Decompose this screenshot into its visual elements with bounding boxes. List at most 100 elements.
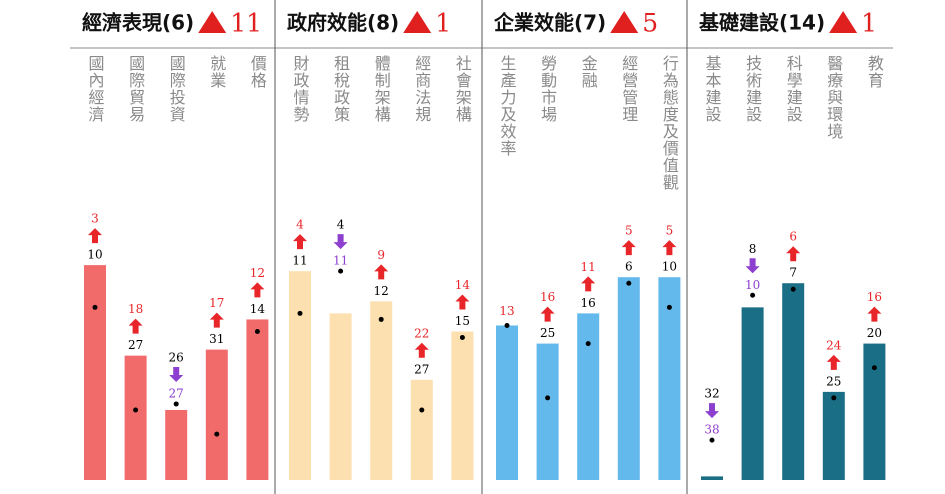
up-arrow (250, 282, 265, 298)
rank-label: 12 (250, 266, 265, 280)
up-arrow (455, 294, 470, 310)
panel-title: 政府效能(8) (287, 11, 399, 35)
category-label: 行為態度及價值觀 (660, 55, 679, 191)
change-triangle (829, 11, 858, 33)
panel-title: 經濟表現(6) (82, 11, 194, 35)
bar (701, 476, 723, 480)
bar (84, 265, 106, 480)
rank-label: 6 (789, 230, 797, 244)
previous-dot (419, 407, 425, 413)
category-label: 基本建設 (703, 55, 722, 123)
rank-label: 18 (128, 302, 143, 316)
previous-dot (504, 322, 510, 328)
category-label: 科學建設 (784, 55, 803, 123)
panel-change: 1 (861, 9, 877, 38)
bar (782, 283, 805, 480)
previous-label: 10 (662, 260, 677, 274)
rank-label: 22 (414, 326, 429, 340)
category-label: 價格 (248, 55, 267, 89)
previous-label: 26 (169, 350, 184, 364)
previous-label: 6 (625, 260, 633, 274)
rank-label: 17 (209, 296, 224, 310)
previous-label: 15 (455, 314, 470, 328)
rank-label: 10 (745, 278, 760, 292)
previous-dot (871, 365, 877, 371)
rank-label: 5 (666, 224, 674, 238)
panel-change: 1 (435, 9, 451, 38)
previous-label: 31 (209, 332, 224, 346)
rank-label: 4 (296, 218, 304, 232)
category-label: 經營管理 (619, 55, 638, 123)
previous-dot (133, 407, 139, 413)
rank-label: 14 (455, 278, 471, 292)
category-label: 金融 (579, 55, 598, 89)
rank-label: 16 (867, 290, 882, 304)
previous-dot (790, 286, 796, 292)
up-arrow (867, 306, 882, 322)
up-arrow (540, 306, 555, 322)
bar (741, 307, 764, 480)
rank-label: 5 (625, 224, 633, 238)
rank-label: 13 (499, 304, 514, 318)
bar (205, 349, 228, 480)
category-label: 財政情勢 (291, 55, 310, 123)
category-label: 國際投資 (167, 55, 186, 123)
previous-label: 25 (826, 374, 841, 388)
category-label: 國際貿易 (126, 55, 145, 123)
category-label: 技術建設 (743, 55, 762, 123)
bar (289, 271, 311, 480)
previous-dot (585, 341, 591, 347)
rank-label: 24 (826, 338, 842, 352)
previous-dot (173, 401, 179, 407)
rank-label: 16 (540, 290, 555, 304)
previous-dot (626, 280, 632, 286)
previous-dot (709, 437, 715, 443)
category-label: 租稅政策 (331, 55, 350, 123)
previous-label: 25 (540, 326, 555, 340)
rank-label: 11 (581, 260, 596, 274)
previous-dot (831, 395, 837, 401)
bar (410, 379, 433, 480)
up-arrow (786, 246, 801, 262)
previous-dot (666, 304, 672, 310)
bar (617, 277, 640, 480)
previous-label: 12 (374, 284, 389, 298)
up-arrow (293, 234, 307, 250)
change-triangle (198, 11, 227, 33)
bar (165, 409, 188, 480)
panel-change: 11 (230, 9, 262, 38)
category-label: 勞動市場 (538, 55, 557, 123)
previous-dot (254, 329, 260, 335)
previous-label: 20 (867, 326, 882, 340)
category-label: 醫療與環境 (824, 55, 843, 140)
up-arrow (374, 264, 389, 280)
bar (822, 391, 845, 480)
category-label: 社會架構 (453, 55, 472, 123)
down-arrow (169, 366, 184, 382)
down-arrow (705, 403, 719, 419)
category-label: 生產力及效率 (498, 55, 517, 157)
up-arrow (581, 276, 596, 292)
up-arrow (414, 342, 429, 358)
previous-dot (459, 335, 465, 341)
category-label: 國內經濟 (86, 55, 105, 123)
down-arrow (333, 234, 348, 250)
previous-dot (297, 310, 303, 316)
rank-label: 9 (377, 248, 385, 262)
bar (370, 301, 393, 480)
down-arrow (745, 258, 760, 274)
category-label: 經商法規 (412, 55, 431, 123)
bar (536, 343, 559, 480)
rank-label: 11 (333, 254, 348, 268)
bar (658, 277, 681, 480)
change-triangle (403, 11, 432, 33)
previous-label: 16 (581, 296, 596, 310)
bar (496, 325, 518, 480)
rank-label: 3 (91, 212, 99, 226)
category-label: 體制架構 (372, 55, 391, 123)
up-arrow (88, 228, 102, 244)
bar (246, 319, 269, 480)
up-arrow (128, 318, 143, 334)
previous-label: 10 (87, 248, 102, 262)
up-arrow (209, 312, 224, 328)
